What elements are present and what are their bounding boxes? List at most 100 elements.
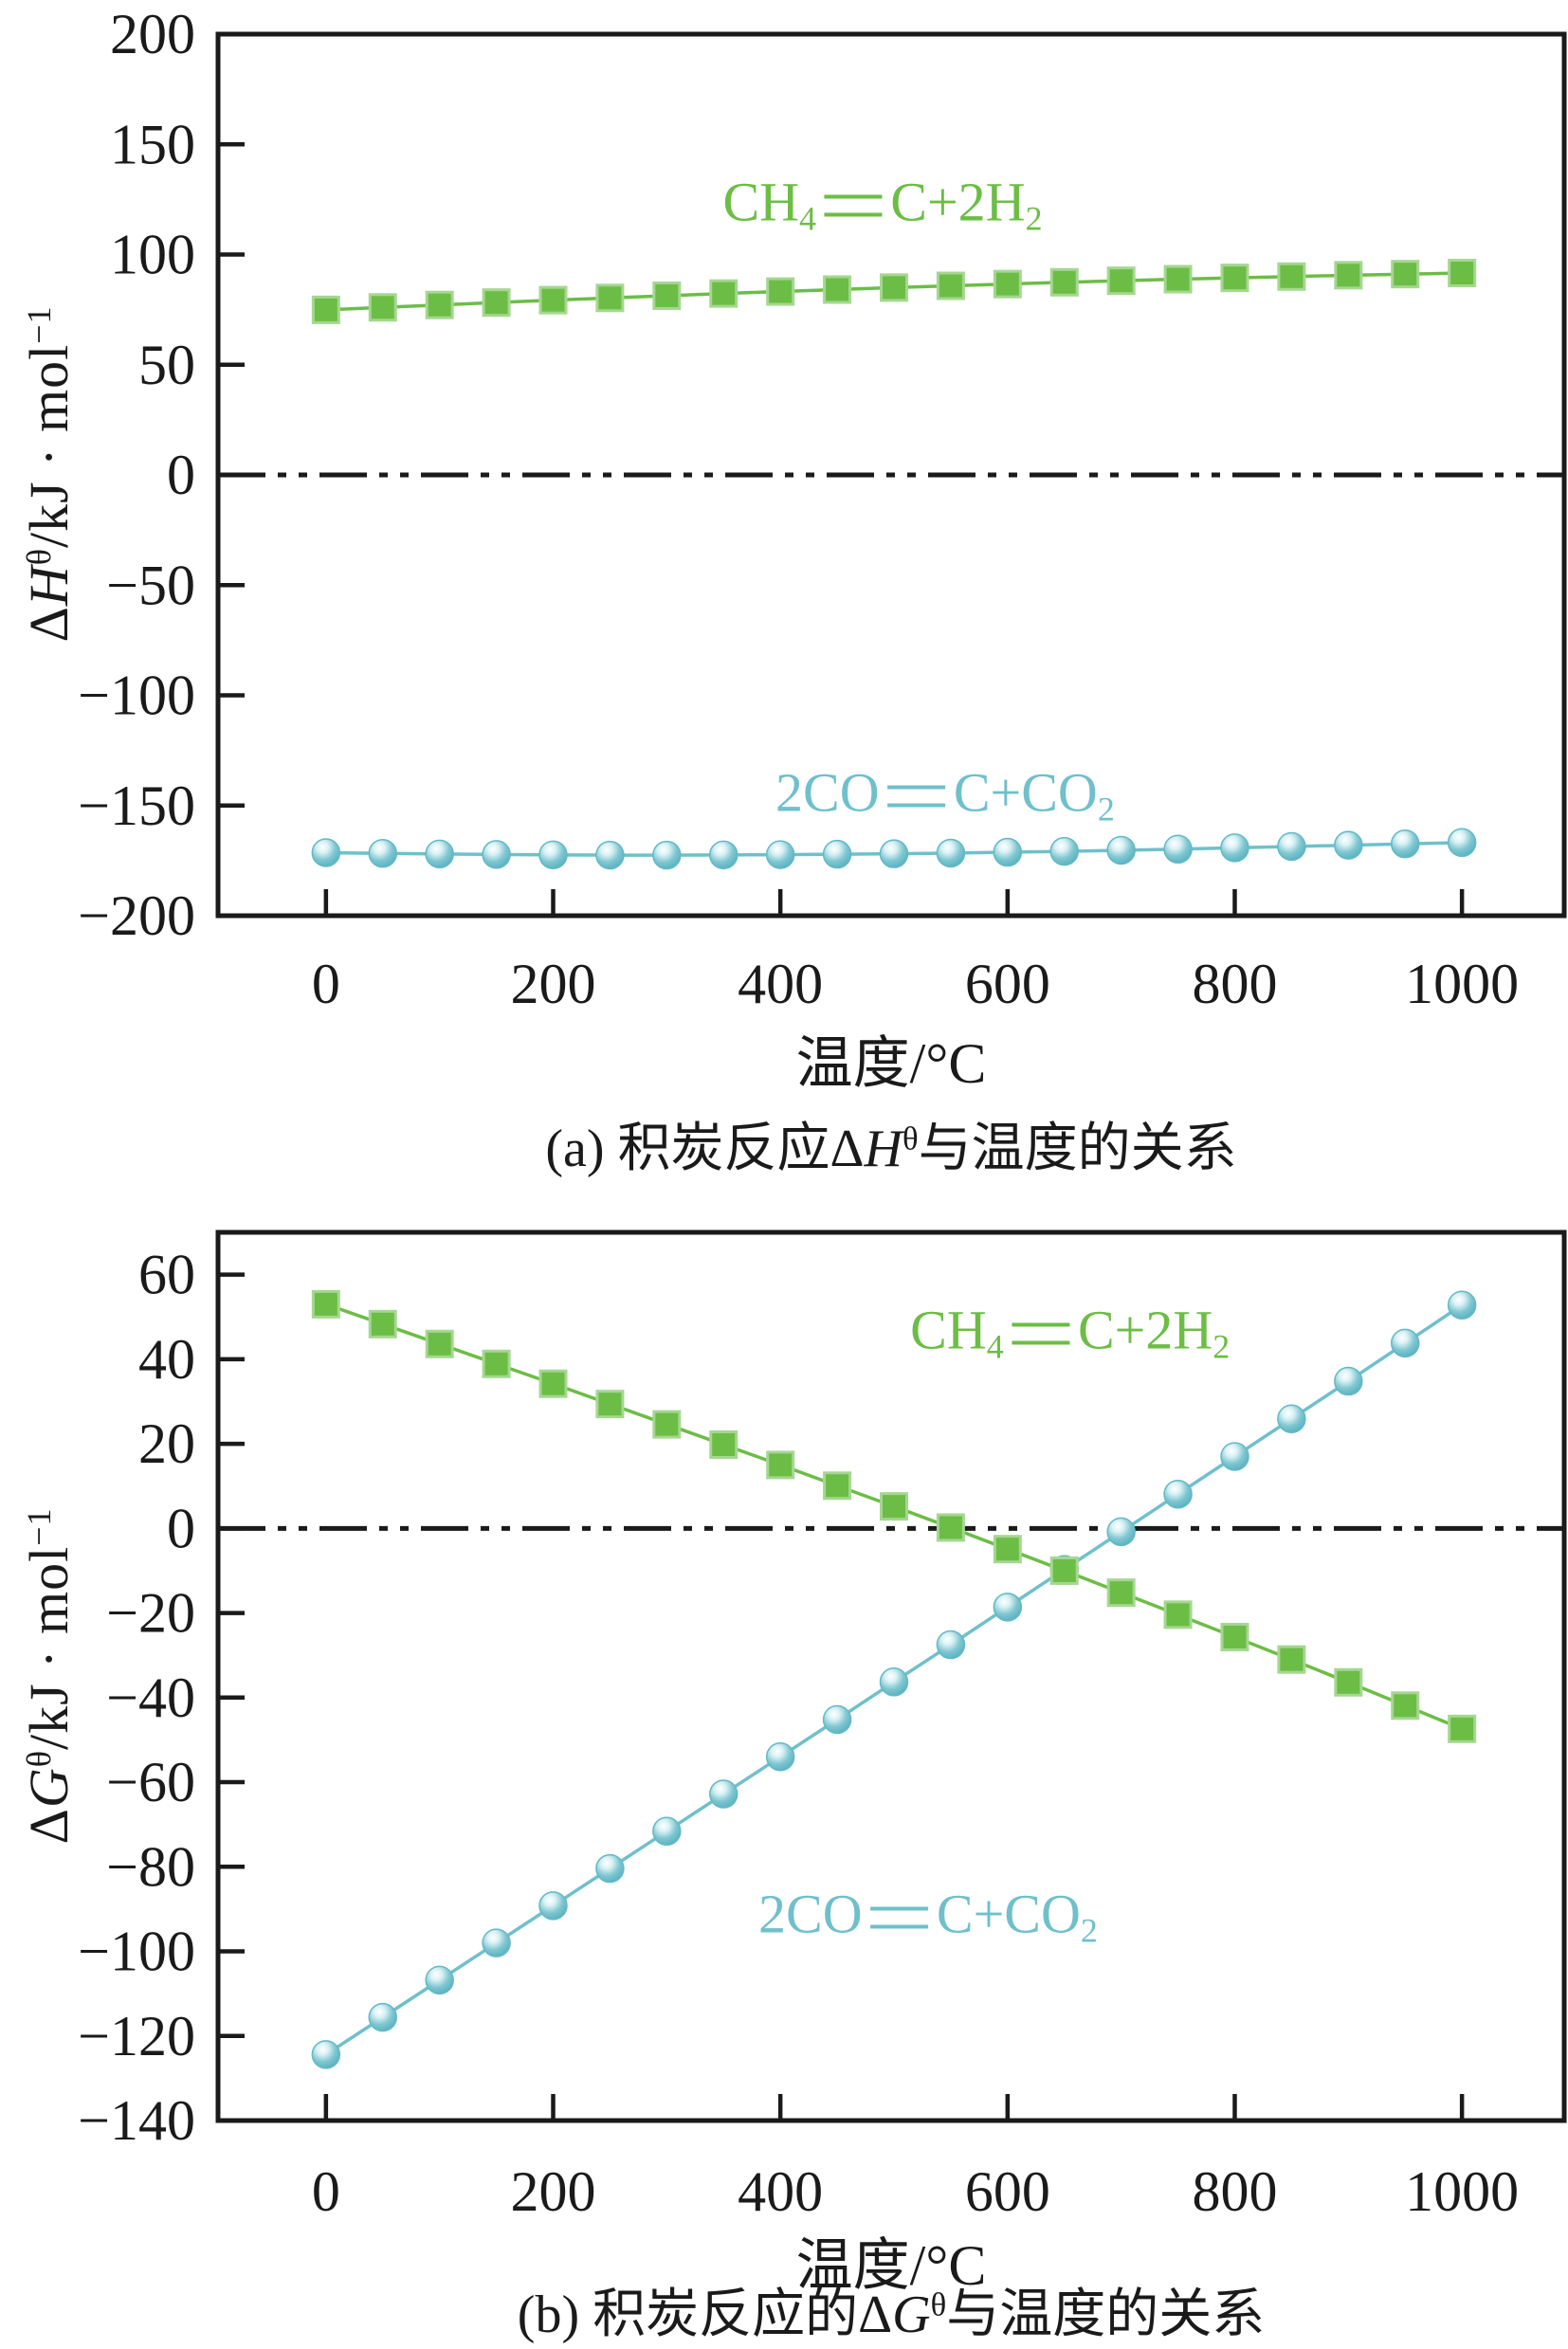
square-marker — [766, 1450, 795, 1480]
sphere-marker — [311, 838, 341, 867]
sphere-marker — [708, 840, 738, 870]
sphere-marker — [936, 1630, 966, 1660]
double-bond-equals-sign — [887, 785, 946, 808]
square-marker — [1391, 1691, 1420, 1721]
square-marker — [652, 281, 682, 310]
x-tick-label: 200 — [511, 953, 596, 1015]
sphere-marker — [595, 1853, 625, 1884]
square-marker — [1049, 267, 1079, 297]
square-marker — [993, 1535, 1022, 1564]
y-tick-label: 100 — [110, 224, 195, 286]
chart-b-xlabel: 温度/°C — [795, 2234, 987, 2297]
chart-a-plot-area: 200 150 100 50 0 −50 −100 −150 −200 0 200 400 600 800… — [78, 3, 1567, 1015]
sphere-marker — [482, 840, 511, 869]
square-marker — [1277, 1645, 1306, 1674]
y-tick-label: −40 — [106, 1666, 195, 1729]
sphere-marker — [1447, 828, 1477, 858]
y-tick-label: −20 — [106, 1582, 195, 1645]
x-tick-label: 1000 — [1405, 953, 1519, 1015]
y-tick-label: −150 — [78, 774, 195, 837]
sphere-marker — [1106, 835, 1136, 865]
x-tick-label: 400 — [738, 2160, 823, 2223]
square-marker — [482, 1349, 511, 1378]
sphere-marker — [1334, 1366, 1363, 1396]
sphere-marker — [822, 839, 852, 869]
square-marker — [538, 285, 568, 315]
square-marker — [368, 293, 397, 322]
y-tick-label: 0 — [167, 444, 195, 506]
sphere-marker — [368, 838, 398, 868]
square-marker — [311, 295, 340, 324]
sphere-marker — [425, 1965, 454, 1995]
square-marker — [311, 1289, 340, 1319]
sphere-marker — [368, 2002, 398, 2032]
square-marker — [1334, 1667, 1363, 1697]
square-marker — [879, 273, 908, 302]
ticks-a: 200 150 100 50 0 −50 −100 −150 −200 0 200 400 600 800… — [78, 3, 1519, 1015]
chart-b-ch4-reaction-label: CH4 C+2H2 — [910, 1299, 1231, 1366]
y-tick-label: −140 — [78, 2089, 195, 2152]
square-marker — [425, 290, 454, 319]
square-marker — [1277, 262, 1306, 291]
sphere-marker — [1390, 1328, 1420, 1358]
square-marker — [1163, 264, 1193, 294]
sphere-marker — [993, 1593, 1023, 1622]
x-tick-label: 800 — [1192, 953, 1277, 1015]
sphere-marker — [538, 1891, 568, 1921]
y-tick-label: 60 — [138, 1244, 195, 1306]
chart-a-co-reaction-label: 2CO C+CO2 — [775, 761, 1115, 829]
chart-a-ylabel: ΔHθ/kJ · mol−1 — [18, 305, 80, 643]
square-marker — [879, 1492, 908, 1521]
axes-frame-a — [215, 31, 1567, 919]
x-tick-label: 200 — [511, 2160, 596, 2223]
double-bond-equals-sign — [1012, 1322, 1070, 1345]
square-marker — [482, 288, 511, 318]
series-b-ch4 — [311, 1289, 1477, 1743]
double-bond-equals-sign — [870, 1906, 929, 1929]
axes-frame-b — [215, 1229, 1567, 2123]
square-marker — [538, 1369, 568, 1398]
sphere-marker — [652, 1816, 682, 1847]
double-bond-equals-sign — [824, 194, 883, 217]
square-marker — [709, 1429, 738, 1459]
sphere-marker — [538, 840, 568, 870]
square-marker — [1163, 1600, 1193, 1630]
square-marker — [766, 277, 795, 306]
sphere-marker — [993, 837, 1023, 867]
sphere-marker — [1220, 833, 1249, 863]
sphere-marker — [482, 1928, 511, 1958]
sphere-marker — [1334, 830, 1363, 860]
square-marker — [595, 1390, 625, 1419]
sphere-marker — [425, 839, 454, 869]
sphere-marker — [765, 1742, 795, 1772]
square-marker — [1106, 1578, 1136, 1608]
y-tick-label: −80 — [106, 1835, 195, 1898]
sphere-marker — [311, 2040, 341, 2069]
square-marker — [1391, 260, 1420, 289]
square-marker — [823, 275, 852, 304]
square-marker — [368, 1309, 397, 1338]
square-marker — [1448, 1714, 1477, 1743]
y-tick-label: 0 — [167, 1497, 195, 1559]
square-marker — [823, 1471, 852, 1501]
sphere-marker — [1049, 836, 1079, 866]
square-marker — [652, 1410, 682, 1439]
y-tick-label: −120 — [78, 2005, 195, 2067]
y-tick-label: −100 — [78, 1921, 195, 1983]
series-b-co — [311, 1290, 1477, 2069]
square-marker — [936, 271, 965, 300]
square-marker — [1448, 259, 1477, 288]
y-tick-label: −100 — [78, 665, 195, 727]
square-marker — [1049, 1556, 1079, 1585]
y-tick-label: −60 — [106, 1751, 195, 1813]
chart-b-caption: (b) 积炭反应的ΔGθ与温度的关系 — [517, 2285, 1266, 2344]
sphere-marker — [708, 1779, 738, 1809]
y-tick-label: 20 — [138, 1412, 195, 1475]
square-marker — [709, 279, 738, 308]
series-a-ch4 — [311, 259, 1477, 324]
sphere-marker — [1277, 1404, 1306, 1434]
x-tick-label: 600 — [965, 953, 1050, 1015]
